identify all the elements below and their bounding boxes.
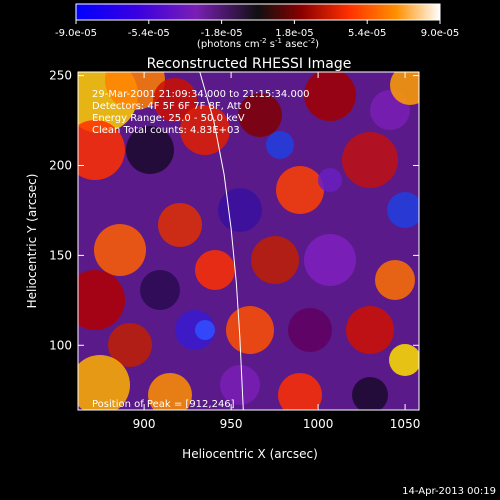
x-tick-label: 1000 xyxy=(303,417,334,431)
image-blob xyxy=(387,192,419,228)
y-tick-label: 150 xyxy=(49,248,72,262)
image-blob xyxy=(352,377,388,410)
image-blob xyxy=(304,234,356,286)
image-blob xyxy=(126,126,174,174)
image-blob xyxy=(78,270,125,330)
colorbar-tick-label: -1.8e-05 xyxy=(201,28,243,39)
annotation-line: Clean Total counts: 4.83E+03 xyxy=(92,125,240,136)
image-blob xyxy=(148,373,192,410)
image-blob xyxy=(140,270,180,310)
peak-position-label: Position of Peak = [912,246] xyxy=(92,399,235,410)
y-axis-label: Heliocentric Y (arcsec) xyxy=(25,174,39,309)
colorbar-unit-label: (photons cm-2 s-1 asec-2) xyxy=(197,37,319,50)
image-blob xyxy=(195,250,235,290)
x-tick-label: 950 xyxy=(220,417,243,431)
colorbar-tick-label: -9.0e-05 xyxy=(55,28,97,39)
y-tick-label: 200 xyxy=(49,158,72,172)
image-blob xyxy=(105,72,165,110)
image-blob xyxy=(304,72,356,121)
image-blob xyxy=(108,323,152,367)
image-blob xyxy=(220,365,260,405)
colorbar-tick-label: 9.0e-05 xyxy=(421,28,459,39)
chart-title: Reconstructed RHESSI Image xyxy=(147,56,352,72)
annotations: 29-Mar-2001 21:09:34.000 to 21:15:34.000… xyxy=(92,89,310,136)
plot-frame xyxy=(77,71,420,411)
image-blob xyxy=(266,131,294,159)
image-blob xyxy=(251,236,299,284)
image-blob xyxy=(153,78,197,122)
x-axis-label: Heliocentric X (arcsec) xyxy=(182,447,318,461)
annotation-line: Energy Range: 25.0 - 50.0 keV xyxy=(92,113,245,124)
image-blob xyxy=(346,306,394,354)
image-blob xyxy=(390,72,419,105)
colorbar-tick-label: 5.4e-05 xyxy=(348,28,386,39)
image-blob xyxy=(78,120,125,180)
x-axis: 900 950 1000 1050 xyxy=(133,72,421,431)
x-tick-label: 900 xyxy=(133,417,156,431)
colorbar xyxy=(75,3,441,21)
image-blob xyxy=(318,168,342,192)
image-blob xyxy=(288,308,332,352)
annotation-line: Detectors: 4F 5F 6F 7F 8F, Att 0 xyxy=(92,101,251,112)
colorbar-ticks: -9.0e-05 -5.4e-05 -1.8e-05 1.8e-05 5.4e-05 9.… xyxy=(55,20,459,39)
y-tick-label: 250 xyxy=(49,69,72,83)
image-blob xyxy=(158,203,202,247)
image-blob xyxy=(278,373,322,410)
image-blob xyxy=(195,320,215,340)
footer-timestamp: 14-Apr-2013 00:19 xyxy=(402,486,496,497)
image-area xyxy=(78,72,419,410)
y-axis: 100 150 200 250 xyxy=(49,69,419,352)
image-blob xyxy=(375,260,415,300)
image-blob xyxy=(238,93,282,137)
colorbar-tick-label: 1.8e-05 xyxy=(275,28,313,39)
image-blob xyxy=(276,166,324,214)
solar-limb-curve xyxy=(199,72,244,410)
y-tick-label: 100 xyxy=(49,338,72,352)
annotation-line: 29-Mar-2001 21:09:34.000 to 21:15:34.000 xyxy=(92,89,310,100)
image-blob xyxy=(226,306,274,354)
image-blob xyxy=(78,355,130,410)
image-blob xyxy=(218,188,262,232)
image-blob xyxy=(389,344,419,376)
x-tick-label: 1050 xyxy=(390,417,421,431)
colorbar-tick-label: -5.4e-05 xyxy=(128,28,170,39)
image-blob xyxy=(342,132,398,188)
image-blob xyxy=(94,224,146,276)
